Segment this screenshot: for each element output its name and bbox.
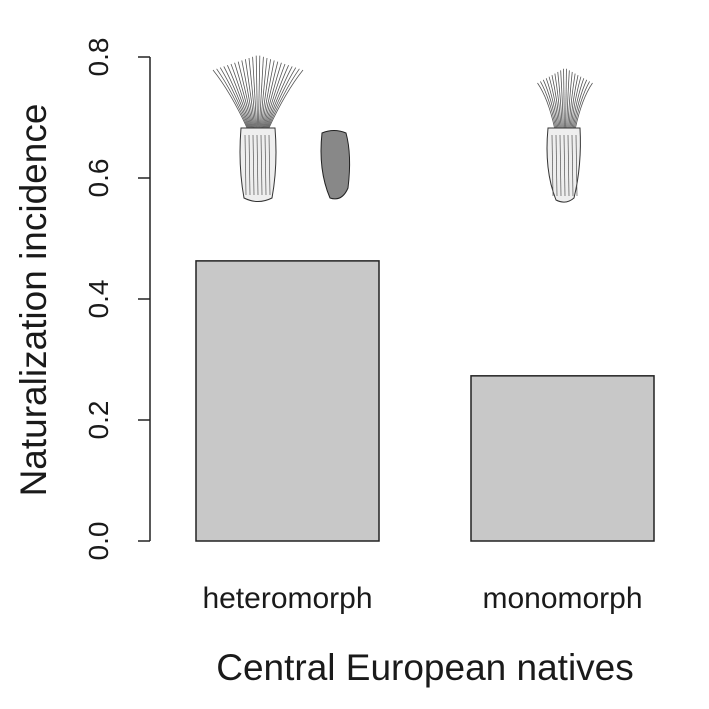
bar-heteromorph bbox=[195, 260, 380, 542]
bars: heteromorph monomorph bbox=[195, 260, 655, 615]
y-tick-label: 0.6 bbox=[83, 159, 114, 198]
y-tick-label: 0.2 bbox=[83, 401, 114, 440]
heteromorph-epappose-achene-icon bbox=[320, 130, 351, 200]
y-axis: 0.0 0.2 0.4 0.6 0.8 bbox=[83, 38, 151, 561]
x-tick-label: heteromorph bbox=[202, 582, 372, 615]
y-tick-label: 0.8 bbox=[83, 38, 114, 77]
seed-illustrations bbox=[212, 55, 593, 203]
x-axis-label: Central European natives bbox=[216, 647, 634, 688]
y-tick-label: 0.0 bbox=[83, 522, 114, 561]
bar-monomorph bbox=[470, 375, 655, 542]
x-tick-label: monomorph bbox=[482, 582, 642, 615]
heteromorph-pappus-achene-icon bbox=[212, 55, 304, 202]
y-axis-label: Naturalization incidence bbox=[13, 104, 54, 497]
y-tick-label: 0.4 bbox=[83, 280, 114, 319]
monomorph-pappus-achene-icon bbox=[537, 68, 593, 203]
